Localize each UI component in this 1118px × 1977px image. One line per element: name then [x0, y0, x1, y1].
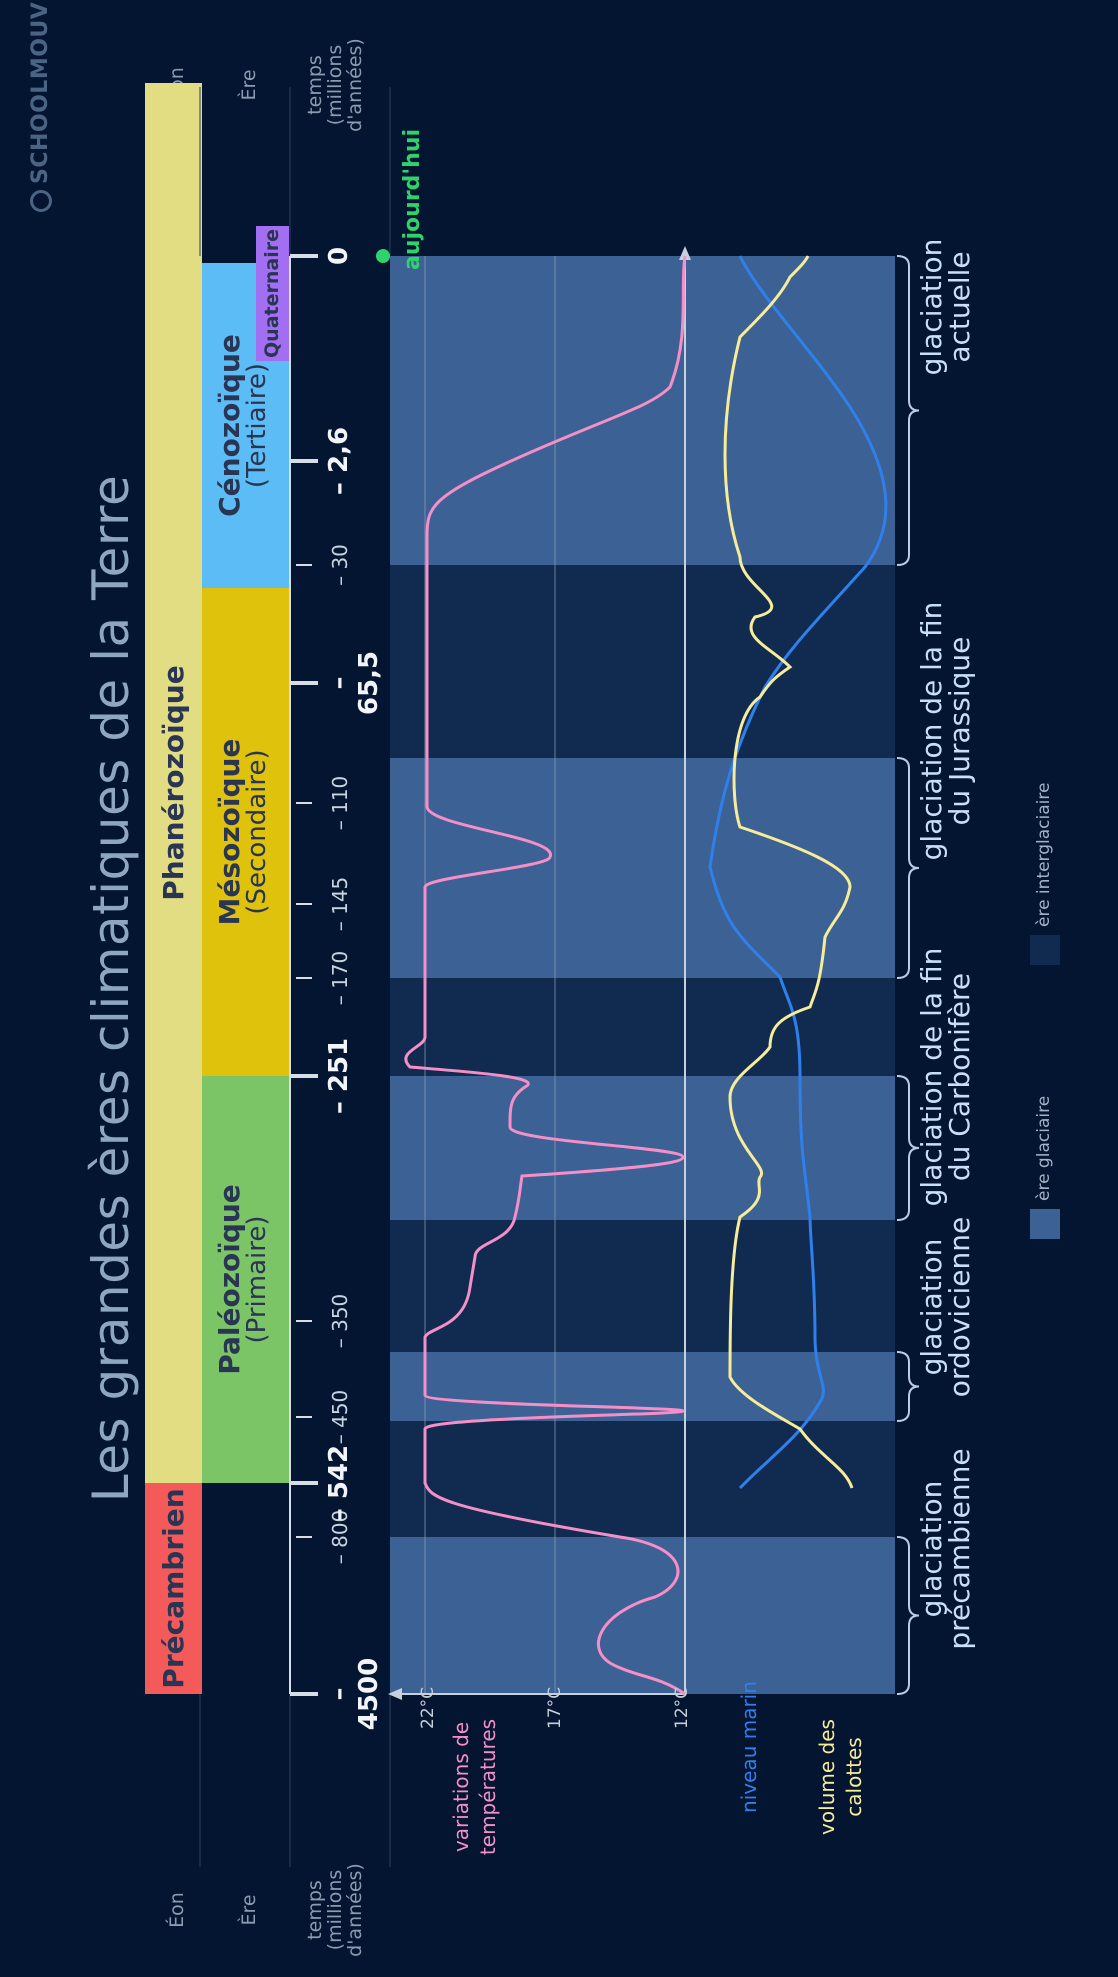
glaciation-label-jurassic: glaciation de la fin du Jurassique — [915, 531, 976, 931]
time-tick-label-12: 0 — [324, 246, 354, 266]
time-axis-arrow — [679, 246, 691, 260]
time-tick-label-4: – 350 — [328, 1293, 352, 1349]
time-tick-label-5: – 251 — [324, 1037, 354, 1115]
legend-swatch-interglacial — [1030, 935, 1060, 965]
brace-jurassic — [896, 757, 920, 979]
temperature-axis-arrow — [388, 1688, 402, 1700]
time-tick-label-10: – 30 — [328, 544, 352, 586]
ice-volume-label-line-1: volume des — [815, 1719, 839, 1835]
sea-level-curve — [708, 255, 888, 1490]
temperature-series-label: variations de températures — [448, 1687, 502, 1887]
brace-precambrian — [896, 1536, 920, 1695]
glacial-band-3 — [390, 758, 895, 978]
glaciation-label-current: glaciation actuelle — [915, 167, 976, 447]
brace-ordovician — [896, 1351, 920, 1422]
temp-tick-17: 17°C — [545, 1686, 565, 1729]
sea-level-series-label: niveau marin — [736, 1657, 763, 1837]
legend-label-interglacial: ère interglaciaire — [1034, 782, 1054, 927]
glacial-band-0 — [390, 1537, 895, 1694]
brace-current — [896, 255, 920, 566]
ice-volume-curve — [723, 255, 854, 1489]
glaciation-current-line-1: glaciation — [915, 238, 948, 376]
glaciation-carboniferous-line-1: glaciation de la fin — [915, 947, 948, 1207]
glaciation-current-line-2: actuelle — [943, 251, 976, 363]
glaciation-carboniferous-line-2: du Carbonifère — [943, 972, 976, 1182]
time-tick-label-8: – 110 — [328, 775, 352, 831]
brace-carboniferous — [896, 1075, 920, 1221]
time-tick-label-6: – 170 — [328, 950, 352, 1006]
today-label: aujourd'hui — [400, 128, 425, 270]
sea-level-label-line-1: niveau marin — [737, 1681, 761, 1813]
ice-volume-series-label: volume des calottes — [814, 1697, 868, 1857]
time-tick-label-7: – 145 — [328, 876, 352, 932]
temperature-label-line-2: températures — [476, 1718, 500, 1856]
glacial-band-1 — [390, 1352, 895, 1421]
glaciation-jurassic-line-2: du Jurassique — [943, 636, 976, 826]
time-tick-label-11: – 2,6 — [324, 426, 354, 496]
today-dot — [376, 249, 390, 263]
ice-volume-label-line-2: calottes — [842, 1737, 866, 1817]
temperature-curve — [404, 255, 687, 1696]
legend-swatch-glacial — [1030, 1209, 1060, 1239]
glaciation-label-carboniferous: glaciation de la fin du Carbonifère — [915, 917, 976, 1237]
time-tick-label-9: – 65,5 — [324, 650, 384, 716]
glaciation-jurassic-line-1: glaciation de la fin — [915, 601, 948, 861]
temperature-label-line-1: variations de — [449, 1721, 473, 1853]
time-tick-label-3: – 450 — [328, 1389, 352, 1445]
temp-tick-22: 22°C — [418, 1686, 438, 1729]
temp-tick-12: 12°C — [672, 1686, 692, 1729]
time-tick-label-0: – 4500 — [324, 1657, 384, 1731]
legend-label-glacial: ère glaciaire — [1034, 1095, 1054, 1201]
glacial-band-4 — [390, 256, 895, 565]
